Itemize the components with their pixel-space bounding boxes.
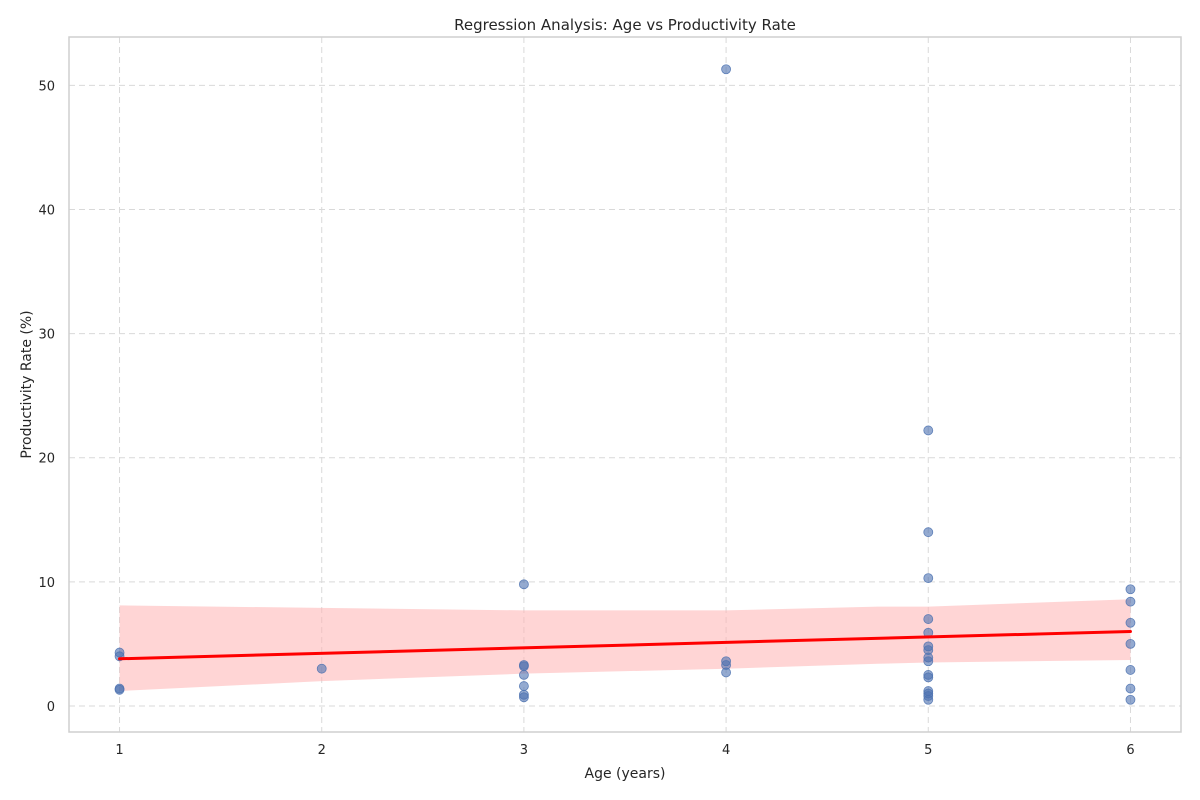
y-tick-label: 30 [38,328,55,343]
x-tick-label: 3 [520,743,528,758]
data-point [1125,584,1136,595]
plot-frame [68,36,1182,733]
y-axis-label: Productivity Rate (%) [19,310,35,458]
y-tick-label: 50 [38,79,55,94]
regression-line-layer [118,629,1132,661]
data-point [316,663,327,674]
data-point [923,425,934,436]
data-points [114,64,1136,705]
data-point [721,64,731,75]
data-point [519,681,529,691]
y-tick-label: 20 [38,452,55,467]
x-tick-label: 2 [318,743,326,758]
data-point [923,527,934,538]
data-point [519,579,529,590]
y-tick-label: 0 [47,700,55,715]
data-point [923,614,934,624]
x-tick-label: 5 [924,743,932,758]
data-point [519,661,529,672]
data-point [519,692,529,703]
data-point [1125,617,1136,628]
x-tick-label: 6 [1126,743,1134,758]
data-point [519,670,529,680]
regression-line [118,629,1132,661]
data-point [1125,683,1136,694]
data-point [1125,596,1136,607]
x-axis-label: Age (years) [585,766,666,782]
data-point [923,694,934,705]
data-point [1125,694,1136,705]
data-point [923,573,934,584]
x-tick-label: 1 [115,743,123,758]
y-tick-label: 10 [38,576,55,591]
data-point [1125,665,1136,675]
y-axis-ticks: 0 10 20 30 40 50 [38,79,55,715]
x-axis-ticks: 1 2 3 4 5 6 [115,743,1134,758]
y-tick-label: 40 [38,204,55,219]
data-point [1125,638,1136,649]
data-point [721,667,731,678]
data-point [923,656,934,667]
x-tick-label: 4 [722,743,730,758]
chart-title: Regression Analysis: Age vs Productivity… [454,16,796,34]
data-point [114,684,125,695]
data-point [923,672,934,683]
grid [69,37,1181,732]
